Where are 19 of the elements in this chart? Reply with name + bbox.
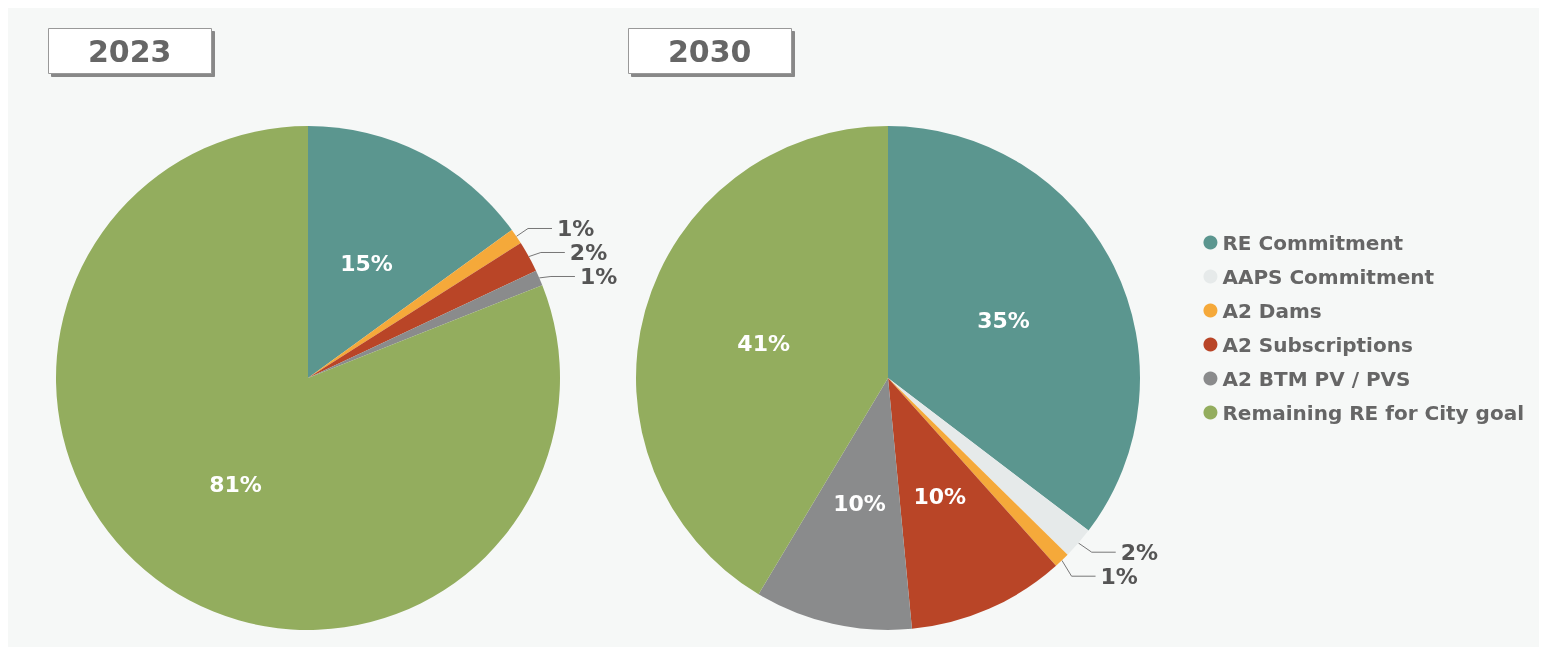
- legend-label: A2 BTM PV / PVS: [1222, 366, 1411, 391]
- slice-label: 2030: [668, 33, 752, 69]
- legend-label: AAPS Commitment: [1222, 264, 1435, 289]
- data-label: 2%: [569, 239, 608, 265]
- legend-label: RE Commitment: [1222, 230, 1404, 255]
- data-label: 15%: [340, 250, 393, 276]
- data-label: 81%: [209, 472, 262, 498]
- slice-label: 2023: [88, 33, 172, 69]
- data-label: 1%: [557, 215, 595, 241]
- data-label: 10%: [833, 491, 886, 517]
- data-label: 10%: [913, 483, 967, 509]
- data-label: 41%: [737, 331, 790, 357]
- legend-label: Remaining RE for City goal: [1222, 400, 1524, 425]
- data-label: 1%: [1100, 563, 1138, 589]
- data-label: 1%: [579, 263, 618, 289]
- legend-label: A2 Subscriptions: [1222, 332, 1413, 357]
- data-label: 35%: [977, 308, 1030, 334]
- data-label: 2%: [1120, 539, 1159, 565]
- legend-label: A2 Dams: [1222, 298, 1322, 323]
